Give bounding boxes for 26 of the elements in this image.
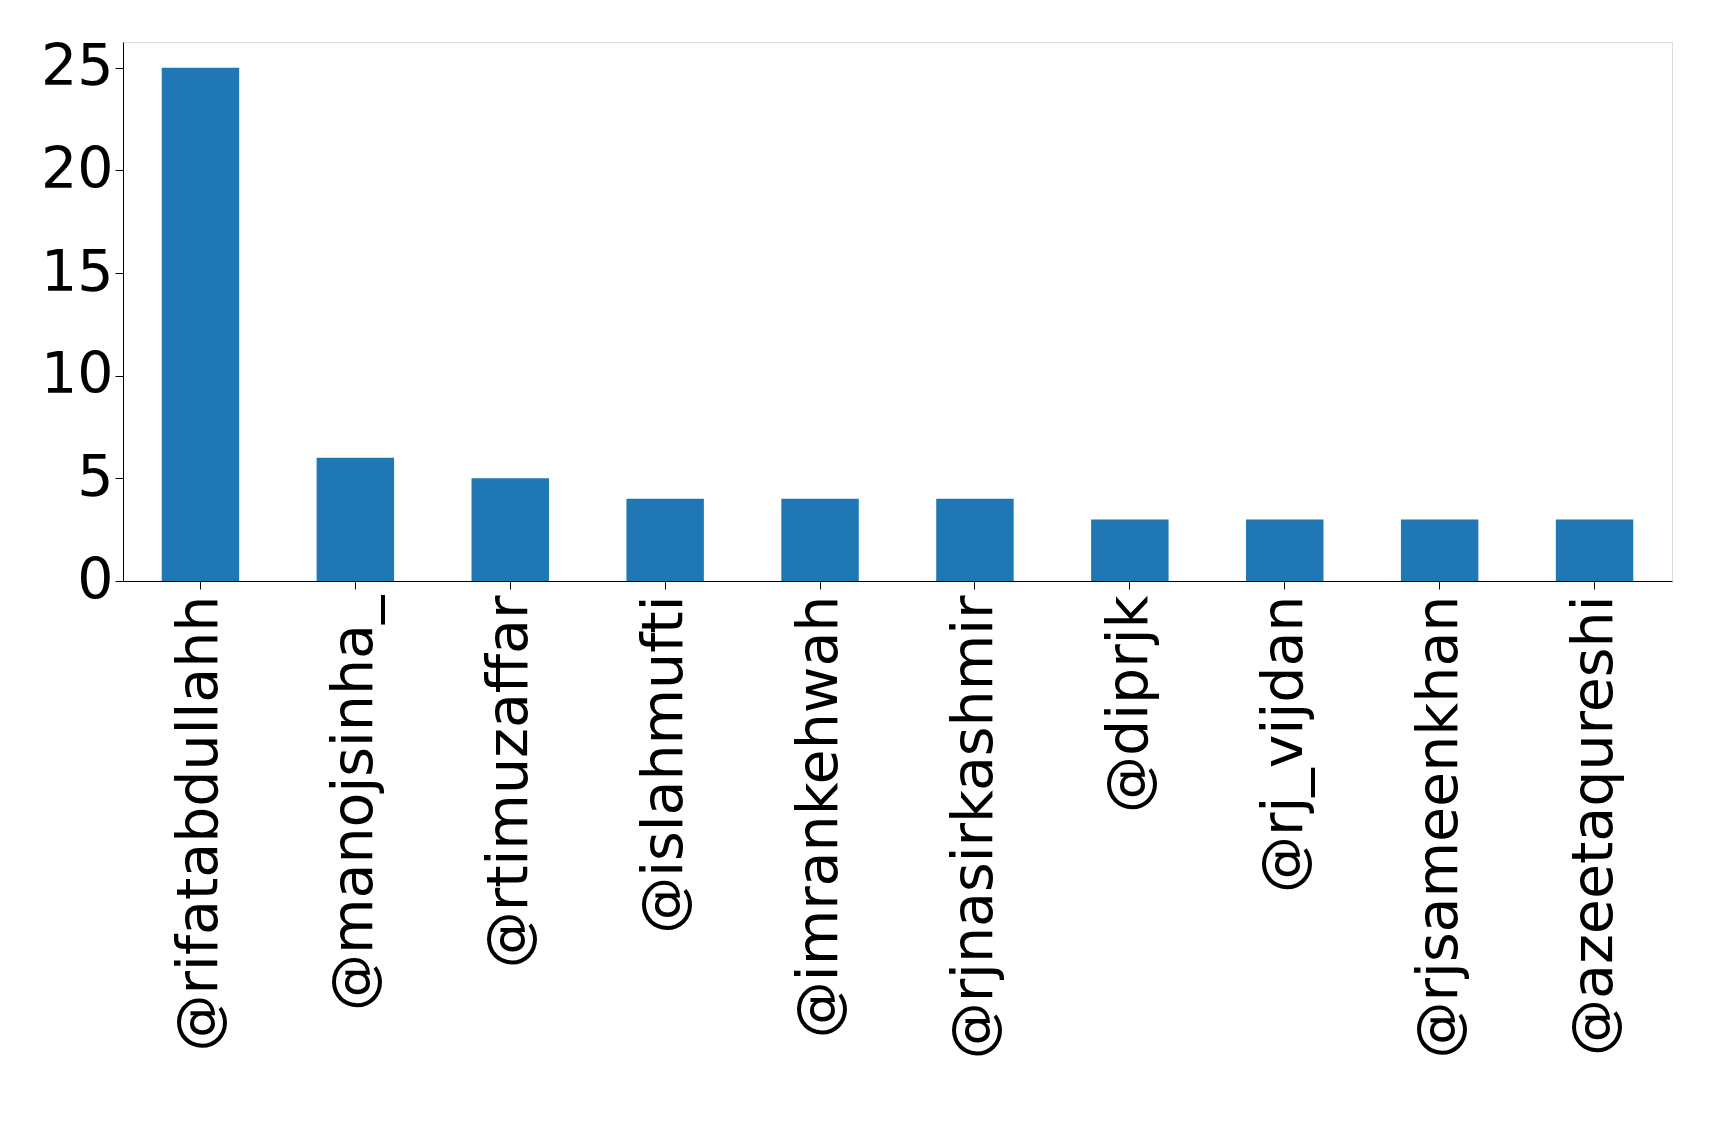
bar bbox=[471, 478, 549, 581]
x-tick-label: @imrankehwah bbox=[784, 595, 851, 1039]
y-tick-label: 10 bbox=[40, 340, 114, 407]
x-tick-label: @diprjk bbox=[1093, 595, 1160, 813]
bar bbox=[1555, 519, 1634, 581]
x-tick-label: @rjsameenkhan bbox=[1403, 595, 1470, 1059]
bar bbox=[781, 498, 859, 581]
bar bbox=[1246, 519, 1324, 581]
bar bbox=[316, 457, 395, 581]
x-tick-label: @rj_vijdan bbox=[1248, 595, 1315, 893]
y-tick-label: 15 bbox=[40, 237, 114, 304]
bar bbox=[1091, 519, 1169, 581]
x-tick-label: @rifatabdullahh bbox=[164, 595, 231, 1052]
y-tick-label: 5 bbox=[77, 442, 114, 509]
x-tick-label: @islahmufti bbox=[629, 595, 696, 934]
x-tick-label: @manojsinha_ bbox=[319, 594, 386, 1012]
x-tick-label: @azeetaqureshi bbox=[1558, 595, 1625, 1056]
bar bbox=[626, 498, 704, 581]
y-tick-label: 25 bbox=[40, 32, 114, 99]
bar bbox=[161, 67, 240, 581]
bar bbox=[1400, 519, 1479, 581]
x-tick-label: @rjnasirkashmir bbox=[938, 594, 1005, 1060]
y-tick-label: 20 bbox=[40, 134, 114, 201]
x-tick-label: @rtimuzaffar bbox=[474, 594, 541, 969]
bar bbox=[936, 498, 1014, 581]
y-tick-label: 0 bbox=[77, 545, 114, 612]
